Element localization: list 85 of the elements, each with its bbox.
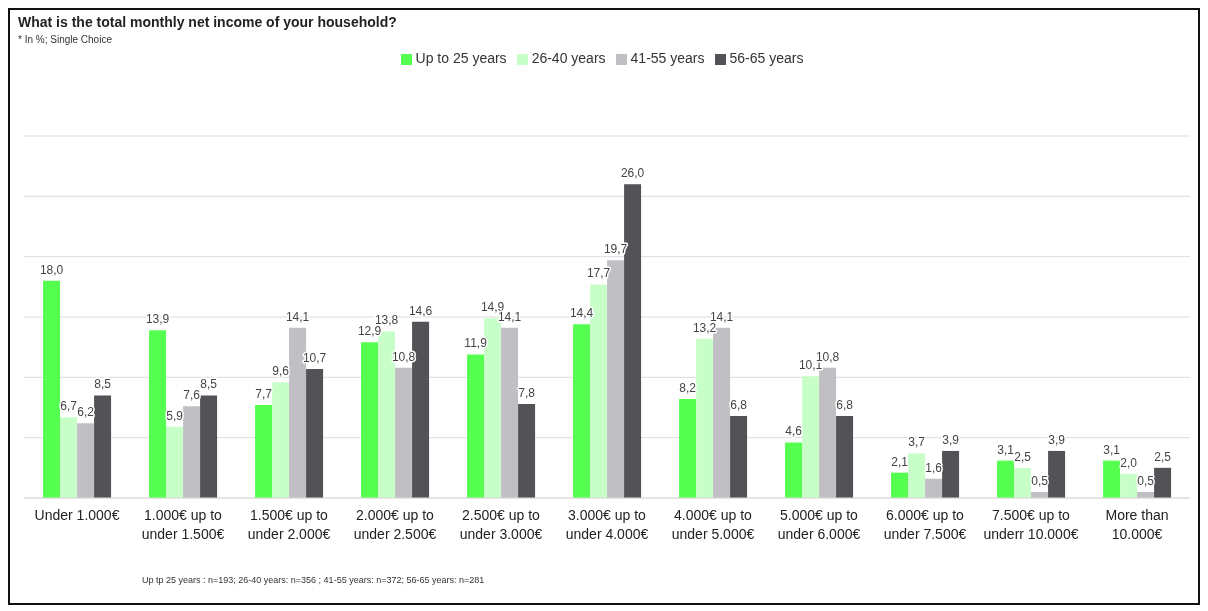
data-label: 0,5	[1137, 473, 1155, 488]
bar	[272, 382, 290, 498]
data-label: 2,1	[891, 454, 909, 469]
bar	[43, 280, 61, 498]
data-label: 8,5	[200, 377, 218, 392]
bar	[1014, 467, 1032, 498]
x-tick-label: 6.000€ up to under 7.500€	[883, 507, 967, 542]
data-label: 3,1	[997, 442, 1015, 457]
data-label: 10,7	[302, 350, 327, 365]
bar	[802, 376, 820, 498]
bar	[94, 395, 112, 498]
legend-label: 26-40 years	[531, 50, 606, 66]
bar	[166, 426, 184, 498]
data-label: 4,6	[785, 424, 803, 439]
data-label: 6,8	[836, 397, 854, 412]
bar	[467, 354, 485, 498]
legend-label: 56-65 years	[729, 50, 804, 66]
x-tick-label: 7.500€ up to underr 10.000€	[983, 507, 1079, 542]
data-label: 7,8	[518, 385, 536, 400]
bar	[255, 405, 273, 498]
bar	[908, 453, 926, 498]
x-tick-label: 4.000€ up to under 5.000€	[671, 507, 755, 542]
bar	[679, 399, 697, 498]
bar	[942, 450, 960, 498]
data-label: 13,9	[145, 312, 170, 327]
legend-label: 41-55 years	[630, 50, 705, 66]
bar	[696, 338, 714, 498]
bar	[200, 395, 218, 498]
x-tick-label: 2.000€ up to under 2.500€	[353, 507, 437, 542]
data-label: 3,1	[1103, 442, 1121, 457]
data-label: 1,6	[925, 460, 943, 475]
data-label: 2,5	[1154, 449, 1172, 464]
data-label: 14,1	[285, 309, 310, 324]
data-label: 18,0	[39, 262, 64, 277]
bar	[149, 330, 167, 498]
data-label: 8,2	[679, 381, 697, 396]
data-label: 6,8	[730, 397, 748, 412]
bar	[60, 417, 78, 498]
bar	[785, 442, 803, 498]
data-label: 5,9	[166, 408, 184, 423]
data-label: 3,7	[908, 435, 926, 450]
x-tick-label: 2.500€ up to under 3.000€	[459, 507, 543, 542]
data-label: 14,6	[408, 303, 433, 318]
bar	[925, 478, 943, 498]
data-label: 2,0	[1120, 455, 1138, 470]
bar	[77, 423, 95, 498]
bar	[730, 415, 748, 498]
bar	[891, 472, 909, 498]
data-label: 6,2	[77, 405, 95, 420]
bar	[1103, 460, 1121, 498]
x-tick-label: 3.000€ up to under 4.000€	[565, 507, 649, 542]
data-label: 7,7	[255, 387, 273, 402]
bar	[306, 368, 324, 498]
x-tick-label: Under 1.000€	[34, 507, 120, 523]
bar	[395, 367, 413, 498]
data-label: 3,9	[942, 432, 960, 447]
bar	[1154, 467, 1172, 498]
data-label: 14,4	[569, 306, 594, 321]
data-label: 2,5	[1014, 449, 1032, 464]
data-label: 3,9	[1048, 432, 1066, 447]
data-label: 11,9	[464, 336, 488, 351]
bar	[183, 406, 201, 498]
x-tick-label: 1.500€ up to under 2.000€	[247, 507, 331, 542]
x-tick-label: More than 10.000€	[1105, 507, 1169, 542]
chart-title: What is the total monthly net income of your household?	[18, 14, 397, 30]
bar	[518, 403, 536, 498]
text: Up tp 25 years : n=193; 26-40 years: n=356 ; 41-55 years: n=372; 56-65 years: n=281	[142, 575, 485, 585]
bar	[501, 327, 519, 498]
data-label: 17,7	[586, 266, 611, 281]
bar	[361, 342, 379, 498]
chart-subtitle: * In %; Single Choice	[18, 34, 112, 45]
bar	[997, 460, 1015, 498]
bar	[573, 324, 591, 498]
bar	[1048, 450, 1066, 498]
data-label: 6,7	[60, 399, 78, 414]
data-label: 7,6	[183, 388, 201, 403]
x-tick-label: 1.000€ up to under 1.500€	[141, 507, 225, 542]
data-label: 26,0	[620, 166, 645, 181]
data-label: 0,5	[1031, 473, 1049, 488]
legend-label: Up to 25 years	[415, 50, 507, 66]
x-tick-label: 5.000€ up to under 6.000€	[777, 507, 861, 542]
bar	[1120, 473, 1138, 498]
bar	[836, 415, 854, 498]
data-label: 9,6	[272, 364, 290, 379]
data-label: 8,5	[94, 377, 112, 392]
